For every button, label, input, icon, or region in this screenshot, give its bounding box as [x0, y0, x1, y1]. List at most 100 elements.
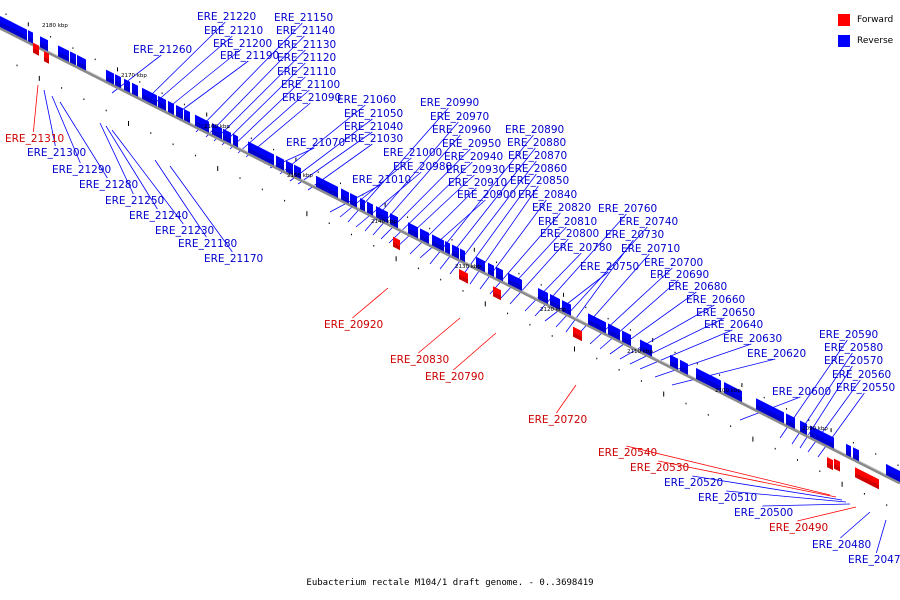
gene-label: ERE_21240	[129, 210, 188, 222]
leader-line	[195, 22, 303, 133]
position-tick-labels: 2180 kbp 2170 kbp 2160 kbp 2150 kbp 2140 kbp…	[42, 23, 828, 432]
reverse-gene-block	[124, 78, 130, 93]
reverse-gene-block	[670, 354, 678, 370]
ruler-ticks	[5, 13, 899, 506]
gene-block-shade	[496, 272, 503, 282]
gene-block-shade	[168, 106, 174, 115]
gene-label: ERE_20810	[538, 216, 597, 228]
reverse-gene-block	[106, 69, 114, 85]
reverse-gene-block	[724, 382, 742, 403]
legend-label-reverse: Reverse	[857, 35, 894, 46]
gene-label: ERE_21310	[5, 133, 64, 145]
gene-label: ERE_20870	[508, 150, 567, 162]
leader-line	[279, 104, 366, 175]
gene-label: ERE_20690	[650, 269, 709, 281]
leader-line	[419, 199, 486, 259]
position-tick-label: 2090 kbp	[802, 426, 828, 432]
position-tick-label: 2160 kbp	[204, 124, 230, 130]
reverse-gene-block	[508, 272, 522, 291]
gene-block-shade	[0, 22, 10, 33]
reverse-gene-block	[550, 294, 560, 311]
gene-label: ERE_21250	[105, 195, 164, 207]
reverse-gene-block	[538, 287, 548, 305]
leader-line	[355, 171, 422, 228]
gene-label: ERE_20860	[508, 163, 567, 175]
reverse-gene-block	[445, 240, 450, 255]
leader-line	[167, 48, 242, 109]
gene-block-shade	[846, 449, 851, 458]
reverse-gene-block	[886, 463, 900, 482]
gene-block-shade	[176, 111, 183, 120]
gene-label: ERE_20560	[832, 369, 891, 381]
gene-label: ERE_21070	[286, 137, 345, 149]
gene-label: ERE_21220	[197, 11, 256, 23]
gene-label: ERE_21140	[276, 25, 335, 37]
gene-label: ERE_20850	[510, 175, 569, 187]
gene-block-shade	[445, 247, 450, 255]
gene-label: ERE_21260	[133, 44, 192, 56]
leader-line	[840, 511, 871, 539]
gene-block-shade	[316, 181, 338, 198]
gene-label: ERE_20600	[772, 386, 831, 398]
reverse-gene-block	[853, 447, 859, 462]
gene-label: ERE_20520	[664, 477, 723, 489]
gene-label: ERE_20590	[819, 329, 878, 341]
gene-label: ERE_20470	[848, 554, 900, 566]
forward-gene-block	[827, 457, 833, 471]
gene-block-shade	[132, 88, 138, 97]
forward-gene-block	[459, 269, 468, 284]
leader-line	[155, 35, 233, 103]
gene-label: ERE_20930	[446, 164, 505, 176]
leader-line	[51, 95, 81, 164]
leader-line	[762, 503, 851, 507]
gene-label: ERE_20820	[532, 202, 591, 214]
gene-label: ERE_20660	[686, 294, 745, 306]
leader-line	[797, 506, 857, 522]
position-tick-label: 2180 kbp	[42, 23, 68, 29]
reverse-gene-block	[818, 429, 834, 449]
gene-label: ERE_20740	[619, 216, 678, 228]
gene-block-shade	[488, 268, 494, 277]
gene-label: ERE_20990	[420, 97, 479, 109]
gene-block-shade	[452, 250, 459, 260]
leader-line	[726, 490, 847, 503]
reverse-gene-block	[58, 45, 69, 62]
gene-block-shade	[376, 212, 388, 224]
gene-label: ERE_20900	[457, 189, 516, 201]
gene-block-shade	[459, 274, 468, 284]
gene-label: ERE_20530	[630, 462, 689, 474]
gene-block-shade	[886, 469, 900, 482]
forward-gene-block	[33, 42, 39, 56]
gene-label: ERE_20490	[769, 522, 828, 534]
gene-label: ERE_20730	[605, 229, 664, 241]
leader-line	[147, 21, 226, 99]
leader-line	[555, 226, 648, 328]
gene-label: ERE_21290	[52, 164, 111, 176]
reverse-gene-block	[360, 198, 365, 212]
leader-line	[453, 332, 497, 371]
reverse-gene-block	[294, 164, 301, 180]
reverse-gene-block	[496, 266, 503, 282]
reverse-gene-block	[40, 36, 48, 52]
gene-block-shade	[640, 345, 652, 357]
reverse-gene-block	[28, 30, 33, 44]
gene-label: ERE_20760	[598, 203, 657, 215]
reverse-gene-block	[115, 74, 121, 89]
gene-block-shade	[195, 120, 209, 133]
gene-label: ERE_20880	[507, 137, 566, 149]
leader-line	[509, 238, 569, 305]
leader-line	[43, 89, 56, 147]
gene-labels: ERE_21310 ERE_21300 ERE_21290 ERE_21280 ERE_…	[5, 11, 900, 566]
gene-block-shade	[124, 84, 130, 93]
gene-block-shade	[608, 329, 620, 341]
leader-line	[99, 122, 134, 195]
reverse-gene-block	[452, 244, 459, 260]
gene-label: ERE_20580	[824, 342, 883, 354]
legend-label-forward: Forward	[857, 14, 894, 25]
reverse-gene-block	[350, 192, 357, 208]
gene-block-shade	[834, 464, 840, 472]
leader-line	[297, 131, 373, 185]
reverse-gene-block	[168, 100, 174, 115]
leader-line	[221, 62, 306, 146]
gene-block-shade	[276, 161, 284, 171]
